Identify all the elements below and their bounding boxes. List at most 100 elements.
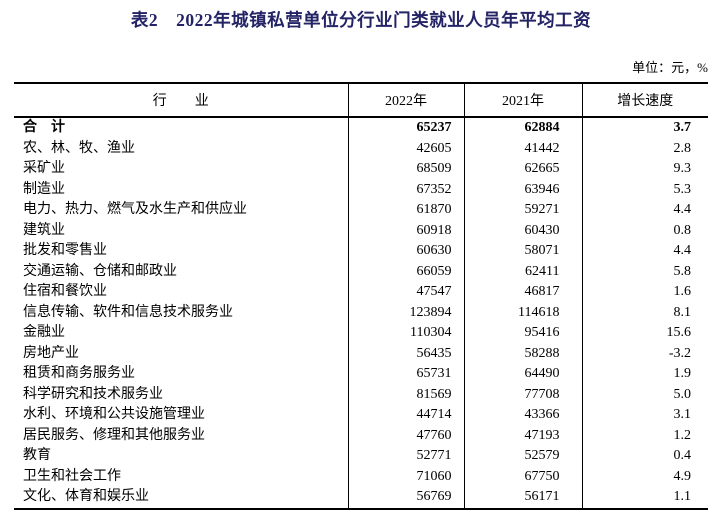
growth-rate-cell: 1.6 xyxy=(581,282,708,303)
table-row: 批发和零售业 60630 58071 4.4 xyxy=(14,241,708,262)
growth-rate-cell: 1.1 xyxy=(581,487,708,509)
growth-rate-cell: 2.8 xyxy=(581,138,708,159)
table-row: 交通运输、仓储和邮政业 66059 62411 5.8 xyxy=(14,261,708,282)
growth-rate-cell: 5.8 xyxy=(581,261,708,282)
industry-cell: 居民服务、修理和其他服务业 xyxy=(23,427,205,443)
value-2022-cell: 52771 xyxy=(347,446,464,467)
value-2022-cell: 65731 xyxy=(347,364,464,385)
value-2022-cell: 44714 xyxy=(347,405,464,426)
industry-cell: 电力、热力、燃气及水生产和供应业 xyxy=(23,202,247,217)
table-row: 金融业 110304 95416 15.6 xyxy=(14,323,708,344)
industry-cell: 卫生和社会工作 xyxy=(23,468,121,484)
value-2022-cell: 47760 xyxy=(347,425,464,446)
value-2022-cell: 71060 xyxy=(347,466,464,487)
table-row: 居民服务、修理和其他服务业 47760 47193 1.2 xyxy=(14,425,708,446)
table-row: 合 计 65237 62884 3.7 xyxy=(14,117,708,139)
value-2021-cell: 114618 xyxy=(463,302,582,323)
value-2021-cell: 41442 xyxy=(463,138,582,159)
value-2022-cell: 81569 xyxy=(347,384,464,405)
value-2021-cell: 59271 xyxy=(463,200,582,221)
value-2021-cell: 62884 xyxy=(463,117,582,139)
industry-cell: 文化、体育和娱乐业 xyxy=(23,489,149,504)
value-2021-cell: 58071 xyxy=(463,241,582,262)
table-row: 租赁和商务服务业 65731 64490 1.9 xyxy=(14,364,708,385)
value-2022-cell: 61870 xyxy=(347,200,464,221)
value-2022-cell: 47547 xyxy=(347,282,464,303)
table-row: 电力、热力、燃气及水生产和供应业 61870 59271 4.4 xyxy=(14,200,708,221)
growth-rate-cell: 15.6 xyxy=(581,323,708,344)
table-row: 房地产业 56435 58288 -3.2 xyxy=(14,343,708,364)
table-row: 水利、环境和公共设施管理业 44714 43366 3.1 xyxy=(14,405,708,426)
growth-rate-cell: 9.3 xyxy=(581,159,708,180)
industry-cell: 信息传输、软件和信息技术服务业 xyxy=(23,304,233,320)
industry-cell: 金融业 xyxy=(23,325,65,340)
growth-rate-cell: 1.2 xyxy=(581,425,708,446)
growth-rate-cell: 4.4 xyxy=(581,200,708,221)
value-2021-cell: 52579 xyxy=(463,446,582,467)
column-header-2022: 2022年 xyxy=(347,83,464,117)
growth-rate-cell: 8.1 xyxy=(581,302,708,323)
value-2021-cell: 95416 xyxy=(463,323,582,344)
value-2022-cell: 60630 xyxy=(347,241,464,262)
growth-rate-cell: 3.7 xyxy=(581,117,708,139)
value-2021-cell: 63946 xyxy=(463,179,582,200)
value-2022-cell: 65237 xyxy=(347,117,464,139)
table-row: 制造业 67352 63946 5.3 xyxy=(14,179,708,200)
value-2021-cell: 43366 xyxy=(463,405,582,426)
industry-cell: 教育 xyxy=(23,448,51,463)
growth-rate-cell: 4.9 xyxy=(581,466,708,487)
table-row: 教育 52771 52579 0.4 xyxy=(14,446,708,467)
industry-cell: 科学研究和技术服务业 xyxy=(23,386,163,402)
value-2021-cell: 64490 xyxy=(463,364,582,385)
column-header-2021: 2021年 xyxy=(463,83,582,117)
value-2021-cell: 56171 xyxy=(463,487,582,509)
growth-rate-cell: 0.4 xyxy=(581,446,708,467)
industry-cell: 住宿和餐饮业 xyxy=(23,284,107,299)
industry-cell: 建筑业 xyxy=(23,222,65,238)
header-row: 行 业 2022年 2021年 增长速度 xyxy=(14,83,708,117)
wage-table: 行 业 2022年 2021年 增长速度 合 计 65237 62884 3.7 农、林… xyxy=(14,82,708,510)
value-2022-cell: 123894 xyxy=(347,302,464,323)
value-2021-cell: 77708 xyxy=(463,384,582,405)
value-2022-cell: 67352 xyxy=(347,179,464,200)
growth-rate-cell: 5.3 xyxy=(581,179,708,200)
industry-cell: 交通运输、仓储和邮政业 xyxy=(23,263,177,279)
industry-cell: 采矿业 xyxy=(23,161,65,176)
table-row: 科学研究和技术服务业 81569 77708 5.0 xyxy=(14,384,708,405)
value-2022-cell: 56435 xyxy=(347,343,464,364)
table-row: 住宿和餐饮业 47547 46817 1.6 xyxy=(14,282,708,303)
industry-cell: 批发和零售业 xyxy=(23,243,107,258)
value-2022-cell: 56769 xyxy=(347,487,464,509)
column-header-growth: 增长速度 xyxy=(581,83,708,117)
industry-cell: 农、林、牧、渔业 xyxy=(23,140,135,156)
table-row: 建筑业 60918 60430 0.8 xyxy=(14,220,708,241)
growth-rate-cell: -3.2 xyxy=(581,343,708,364)
value-2022-cell: 68509 xyxy=(347,159,464,180)
growth-rate-cell: 3.1 xyxy=(581,405,708,426)
industry-cell: 租赁和商务服务业 xyxy=(23,366,135,381)
column-header-industry: 行 业 xyxy=(152,94,209,109)
value-2021-cell: 58288 xyxy=(463,343,582,364)
value-2021-cell: 46817 xyxy=(463,282,582,303)
growth-rate-cell: 0.8 xyxy=(581,220,708,241)
value-2021-cell: 47193 xyxy=(463,425,582,446)
value-2022-cell: 110304 xyxy=(347,323,464,344)
table-row: 文化、体育和娱乐业 56769 56171 1.1 xyxy=(14,487,708,509)
value-2022-cell: 60918 xyxy=(347,220,464,241)
table-header: 行 业 2022年 2021年 增长速度 xyxy=(14,83,708,117)
growth-rate-cell: 4.4 xyxy=(581,241,708,262)
value-2021-cell: 60430 xyxy=(463,220,582,241)
industry-cell: 水利、环境和公共设施管理业 xyxy=(23,407,205,422)
value-2022-cell: 66059 xyxy=(347,261,464,282)
value-2021-cell: 62411 xyxy=(463,261,582,282)
table-title: 表2 2022年城镇私营单位分行业门类就业人员年平均工资 xyxy=(130,10,592,30)
unit-note: 单位：元，% xyxy=(632,60,708,75)
growth-rate-cell: 1.9 xyxy=(581,364,708,385)
table-body: 合 计 65237 62884 3.7 农、林、牧、渔业 42605 41442 2.8 采矿业… xyxy=(14,117,708,509)
table-row: 信息传输、软件和信息技术服务业 123894 114618 8.1 xyxy=(14,302,708,323)
growth-rate-cell: 5.0 xyxy=(581,384,708,405)
industry-cell: 合 计 xyxy=(23,120,65,135)
value-2022-cell: 42605 xyxy=(347,138,464,159)
industry-cell: 房地产业 xyxy=(23,345,79,361)
